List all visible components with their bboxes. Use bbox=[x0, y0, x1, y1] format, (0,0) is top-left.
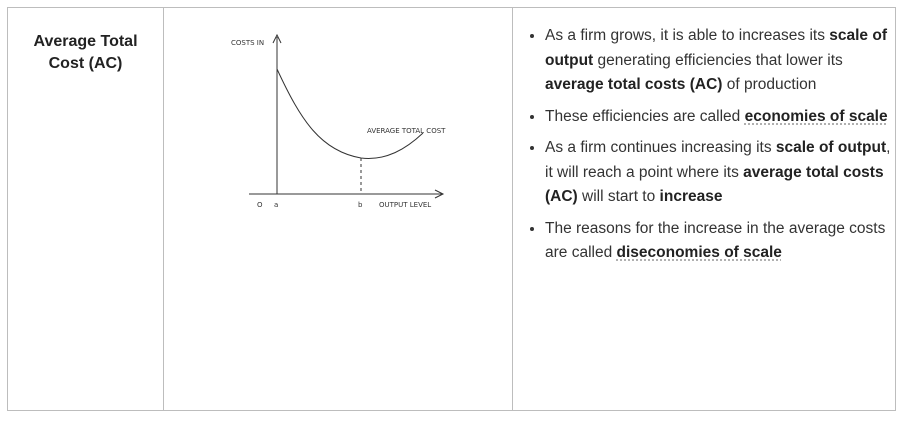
diagram-cell: COSTS IN AVERAGE TOTAL COST O a b OUTPUT… bbox=[164, 8, 513, 410]
text-run: , it will reach a point where its bbox=[545, 139, 891, 181]
bold-text: average total costs (AC) bbox=[545, 76, 723, 93]
explanation-cell: As a firm grows, it is able to increases… bbox=[513, 8, 895, 410]
bold-text: increase bbox=[659, 188, 723, 205]
term-link[interactable]: economies of scale bbox=[744, 107, 888, 125]
x-axis-label: OUTPUT LEVEL bbox=[379, 201, 431, 209]
origin-label: O bbox=[257, 201, 263, 209]
x-arrow bbox=[434, 189, 445, 199]
bullet: As a firm continues increasing its scale… bbox=[545, 136, 895, 210]
bullet: As a firm grows, it is able to increases… bbox=[545, 24, 895, 98]
y-arrow bbox=[272, 33, 282, 44]
bullet: These efficiencies are called economies … bbox=[545, 105, 895, 130]
term-link[interactable]: diseconomies of scale bbox=[616, 244, 782, 261]
text-run: These efficiencies are called bbox=[545, 107, 745, 125]
text-run: generating efficiencies that lower its bbox=[593, 51, 843, 69]
bold-text: scale of output bbox=[775, 139, 887, 156]
bold-text: average total costs (AC) bbox=[545, 163, 884, 206]
atc-diagram: COSTS IN AVERAGE TOTAL COST O a b OUTPUT… bbox=[231, 33, 446, 209]
bold-text: scale of output bbox=[545, 27, 887, 69]
text-run: As a firm grows, it is able to increases… bbox=[545, 27, 830, 44]
text-run: The reasons for the increase in the aver… bbox=[545, 219, 886, 262]
row-heading: Average Total Cost (AC) bbox=[8, 8, 164, 410]
text-run: of production bbox=[722, 76, 817, 93]
atc-curve bbox=[276, 68, 424, 159]
curve-label: AVERAGE TOTAL COST bbox=[367, 127, 446, 135]
a-label: a bbox=[274, 201, 278, 209]
bullet: The reasons for the increase in the aver… bbox=[545, 217, 895, 266]
text-run: will start to bbox=[577, 188, 660, 205]
bullet-list: As a firm grows, it is able to increases… bbox=[513, 24, 895, 266]
content-table: Average Total Cost (AC) COSTS IN AVERAGE… bbox=[7, 7, 896, 411]
b-label: b bbox=[358, 201, 363, 209]
text-run: As a firm continues increasing its bbox=[545, 139, 776, 156]
y-axis-label: COSTS IN bbox=[231, 39, 264, 47]
